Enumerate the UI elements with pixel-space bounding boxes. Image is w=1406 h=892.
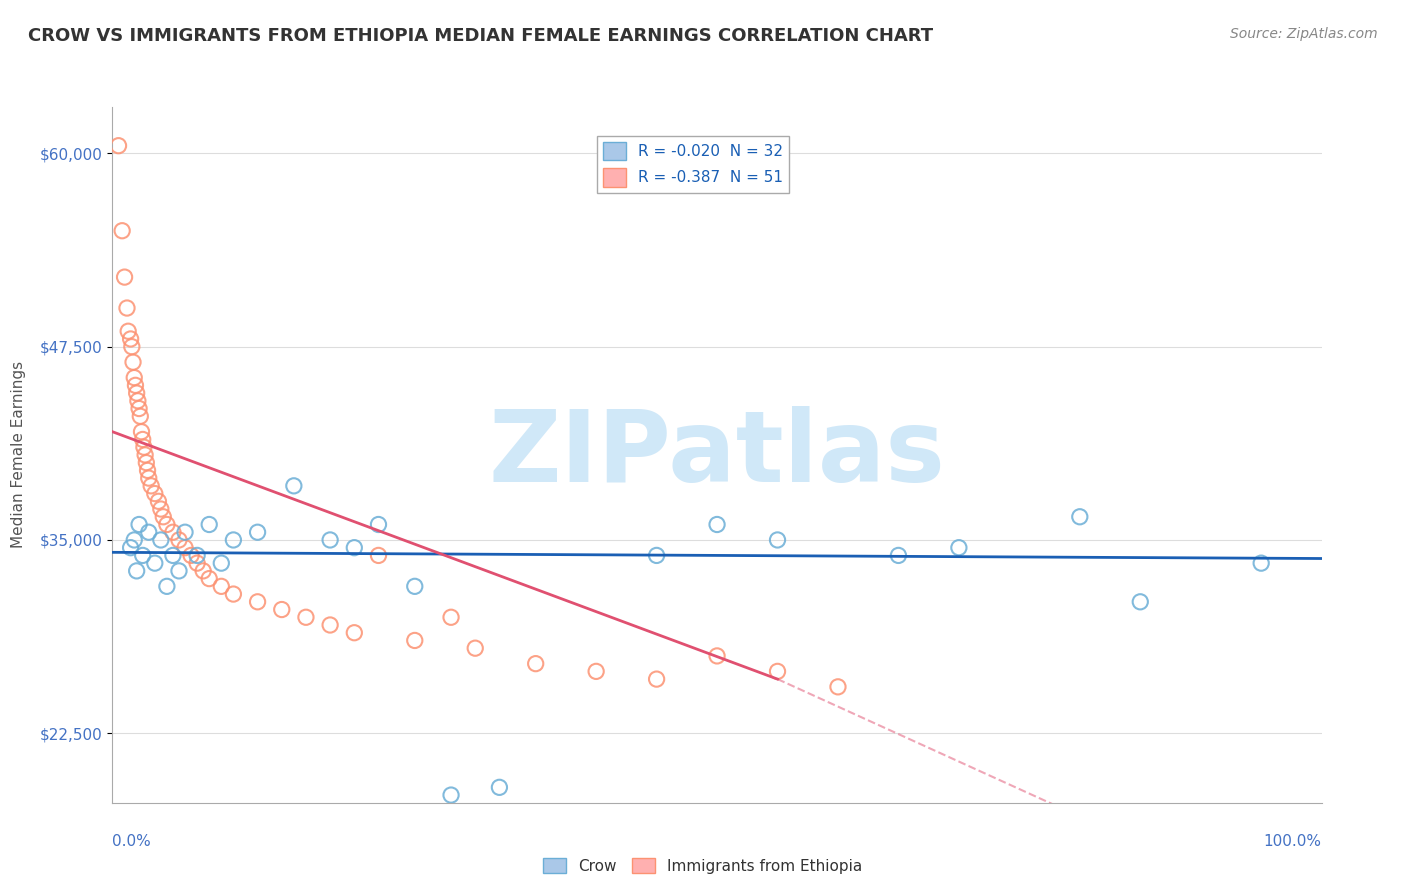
- Point: [766, 533, 789, 547]
- Point: [167, 533, 190, 547]
- Point: [524, 657, 547, 671]
- Point: [706, 517, 728, 532]
- Point: [222, 533, 245, 547]
- Point: [180, 549, 202, 563]
- Point: [156, 517, 179, 532]
- Point: [464, 641, 486, 656]
- Point: [132, 440, 155, 454]
- Point: [138, 471, 160, 485]
- Point: [121, 340, 143, 354]
- Point: [143, 556, 166, 570]
- Point: [127, 393, 149, 408]
- Text: ZIPatlas: ZIPatlas: [489, 407, 945, 503]
- Point: [191, 564, 215, 578]
- Point: [948, 541, 970, 555]
- Point: [135, 456, 157, 470]
- Point: [138, 525, 160, 540]
- Point: [186, 549, 208, 563]
- Text: Source: ZipAtlas.com: Source: ZipAtlas.com: [1230, 27, 1378, 41]
- Point: [174, 525, 197, 540]
- Point: [209, 556, 232, 570]
- Point: [107, 138, 129, 153]
- Point: [404, 633, 426, 648]
- Point: [270, 602, 292, 616]
- Point: [488, 780, 510, 795]
- Point: [152, 509, 174, 524]
- Point: [283, 479, 305, 493]
- Point: [246, 525, 269, 540]
- Text: 0.0%: 0.0%: [112, 834, 152, 849]
- Point: [120, 332, 142, 346]
- Point: [141, 479, 163, 493]
- Point: [111, 224, 134, 238]
- Point: [132, 433, 155, 447]
- Point: [129, 409, 152, 424]
- Point: [125, 386, 148, 401]
- Point: [295, 610, 318, 624]
- Point: [120, 541, 142, 555]
- Point: [134, 448, 156, 462]
- Point: [122, 533, 145, 547]
- Point: [319, 618, 342, 632]
- Point: [404, 579, 426, 593]
- Point: [1129, 595, 1152, 609]
- Point: [343, 541, 366, 555]
- Point: [124, 378, 146, 392]
- Point: [766, 665, 789, 679]
- Point: [162, 549, 184, 563]
- Text: CROW VS IMMIGRANTS FROM ETHIOPIA MEDIAN FEMALE EARNINGS CORRELATION CHART: CROW VS IMMIGRANTS FROM ETHIOPIA MEDIAN …: [28, 27, 934, 45]
- Point: [1250, 556, 1272, 570]
- Point: [131, 425, 153, 439]
- Point: [186, 556, 208, 570]
- Point: [162, 525, 184, 540]
- Legend: R = -0.020  N = 32, R = -0.387  N = 51: R = -0.020 N = 32, R = -0.387 N = 51: [596, 136, 789, 193]
- Point: [132, 549, 155, 563]
- Point: [167, 564, 190, 578]
- Point: [122, 355, 145, 369]
- Point: [585, 665, 607, 679]
- Point: [209, 579, 232, 593]
- Point: [222, 587, 245, 601]
- Point: [440, 610, 463, 624]
- Point: [246, 595, 269, 609]
- Point: [343, 625, 366, 640]
- Point: [115, 301, 138, 315]
- Point: [143, 486, 166, 500]
- Point: [117, 324, 139, 338]
- Point: [128, 401, 150, 416]
- Point: [440, 788, 463, 802]
- Point: [149, 533, 172, 547]
- Point: [706, 648, 728, 663]
- Point: [125, 564, 148, 578]
- Text: 100.0%: 100.0%: [1264, 834, 1322, 849]
- Point: [174, 541, 197, 555]
- Point: [319, 533, 342, 547]
- Point: [148, 494, 170, 508]
- Legend: Crow, Immigrants from Ethiopia: Crow, Immigrants from Ethiopia: [537, 852, 869, 880]
- Point: [367, 517, 389, 532]
- Point: [827, 680, 849, 694]
- Point: [198, 572, 221, 586]
- Point: [887, 549, 910, 563]
- Point: [114, 270, 136, 285]
- Point: [645, 549, 668, 563]
- Point: [136, 463, 159, 477]
- Y-axis label: Median Female Earnings: Median Female Earnings: [11, 361, 25, 549]
- Point: [128, 517, 150, 532]
- Point: [156, 579, 179, 593]
- Point: [198, 517, 221, 532]
- Point: [645, 672, 668, 686]
- Point: [149, 502, 172, 516]
- Point: [1069, 509, 1091, 524]
- Point: [122, 370, 145, 384]
- Point: [367, 549, 389, 563]
